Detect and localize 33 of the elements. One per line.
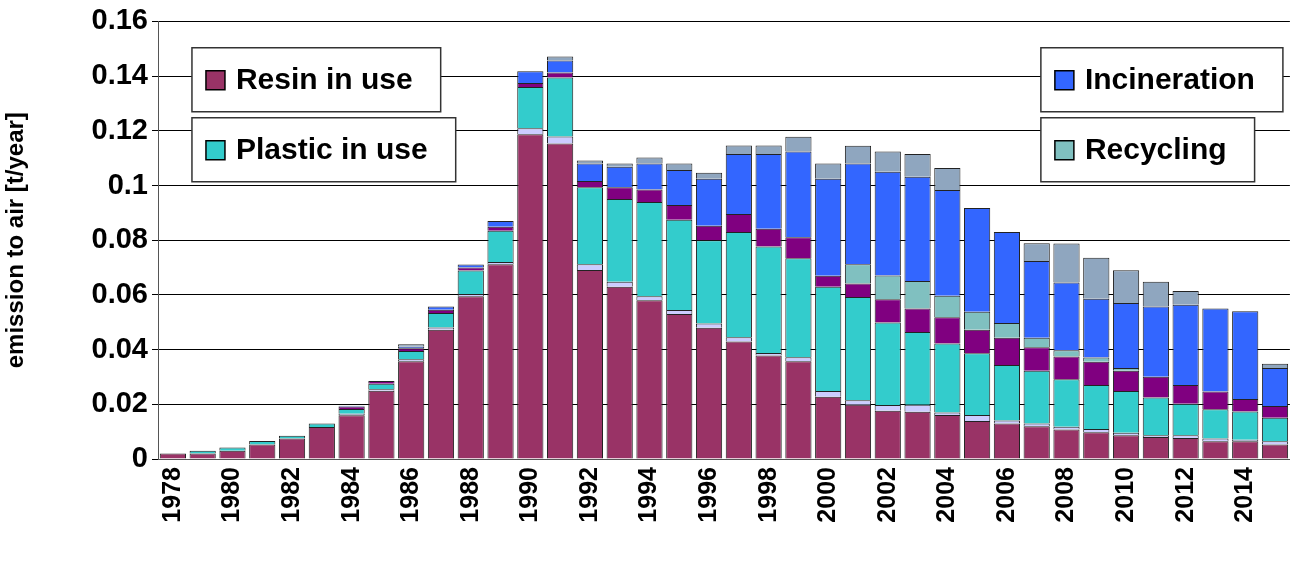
- y-tick-label: 0.14: [91, 58, 148, 91]
- x-tick-label: 1996: [692, 467, 721, 523]
- y-axis-title: emission to air [t/year]: [1, 112, 29, 369]
- x-tick-label: 2004: [931, 466, 960, 523]
- x-tick-label: 2012: [1169, 467, 1198, 523]
- x-tick-label: 1994: [633, 466, 662, 523]
- x-tick-label: 2008: [1050, 466, 1079, 523]
- x-tick-label: 2002: [871, 467, 900, 523]
- x-tick-label: 2010: [1109, 467, 1138, 523]
- x-tick-label: 1992: [573, 467, 602, 523]
- x-tick-label: 1986: [395, 467, 424, 523]
- legend-label: Plastic in use: [235, 131, 428, 165]
- x-tick-label: 2000: [812, 467, 841, 523]
- x-tick-label: 1984: [335, 466, 364, 523]
- x-tick-label: 2014: [1229, 466, 1258, 523]
- x-tick-label: 1982: [275, 467, 304, 523]
- y-tick-label: 0.04: [91, 331, 148, 364]
- x-tick-label: 1980: [216, 467, 245, 523]
- legend-label: Resin in use: [235, 61, 413, 95]
- y-tick-label: 0.02: [91, 386, 148, 419]
- x-tick-label: 1978: [156, 466, 185, 523]
- legend-label: Incineration: [1084, 61, 1255, 95]
- y-tick-label: 0.12: [91, 112, 148, 145]
- legend-label: Recycling: [1084, 131, 1227, 165]
- x-tick-label: 1988: [454, 466, 483, 523]
- y-tick-label: 0.06: [91, 276, 148, 309]
- x-tick-label: 2006: [990, 467, 1019, 523]
- x-tick-label: 1998: [752, 466, 781, 523]
- y-tick-label: 0.08: [91, 222, 148, 255]
- x-tick-label: 1990: [514, 467, 543, 523]
- y-tick-label: 0.1: [107, 167, 148, 200]
- y-tick-label: 0.16: [91, 3, 148, 36]
- y-tick-label: 0: [131, 441, 148, 473]
